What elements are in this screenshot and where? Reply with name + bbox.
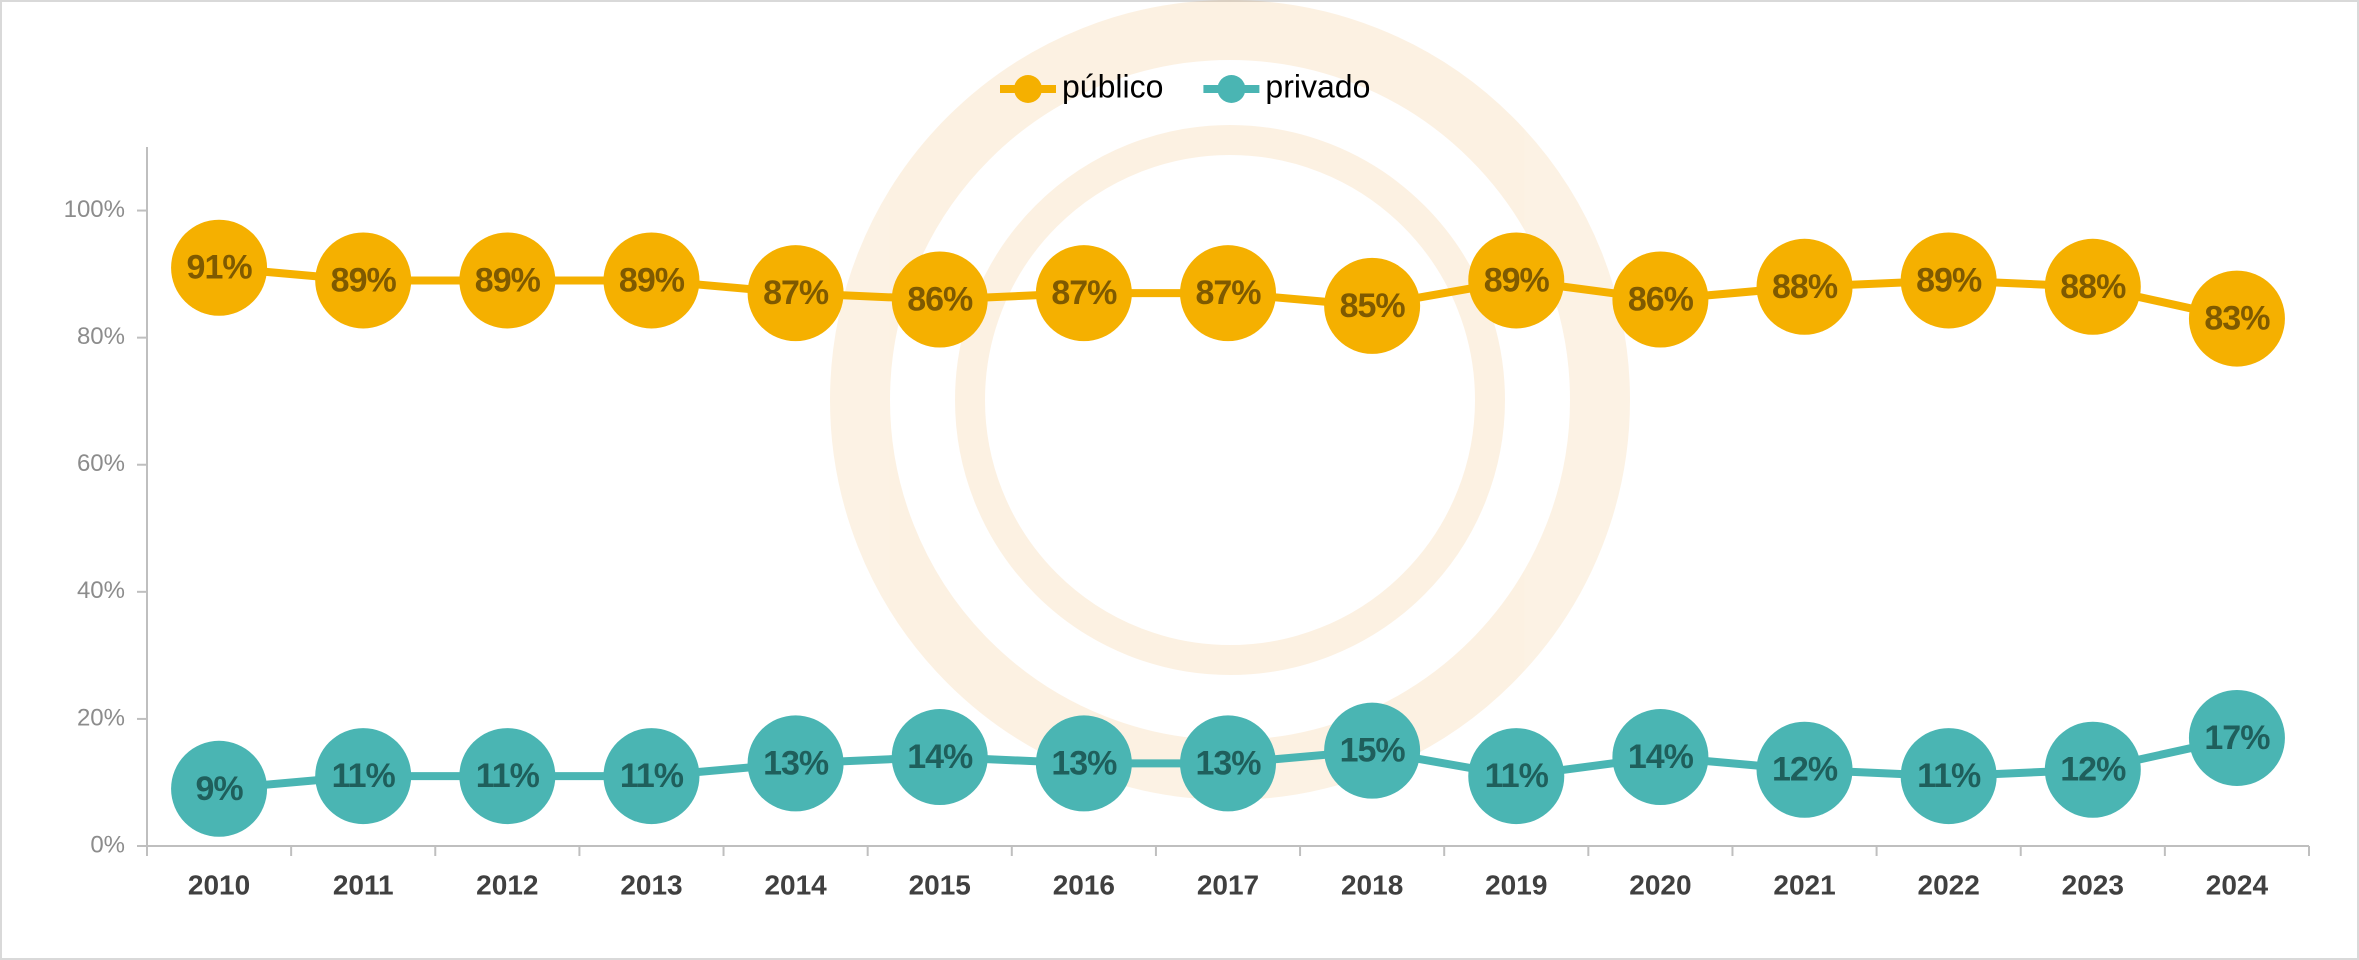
data-label: 86% [907,280,973,318]
legend-label: privado [1265,68,1370,104]
x-tick-label: 2010 [188,869,250,900]
data-label: 11% [332,757,396,795]
legend-marker [1014,75,1042,103]
point-marker [747,245,844,342]
watermark-ring [955,125,1505,675]
point-marker [1035,245,1132,342]
point-marker [315,232,412,329]
x-tick-label: 2011 [333,869,394,900]
x-tick-label: 2014 [764,869,827,900]
point-marker [2044,238,2141,335]
point-marker [747,715,844,812]
point-marker [891,709,988,806]
data-label: 15% [1340,732,1406,770]
data-label: 13% [1051,744,1117,782]
point-marker [2188,689,2285,786]
data-label: 13% [1195,744,1261,782]
point-marker [603,232,700,329]
data-label: 89% [619,261,685,299]
x-tick-label: 2020 [1629,869,1691,900]
x-tick-label: 2022 [1918,869,1980,900]
point-marker [1900,728,1997,825]
point-marker [1180,715,1276,812]
point-marker [1324,257,1421,354]
data-label: 9% [195,770,243,808]
data-label: 11% [620,757,684,795]
y-tick-label: 40% [77,577,125,604]
x-tick-label: 2018 [1341,869,1403,900]
point-marker [1035,715,1132,812]
point-marker [1756,238,1853,335]
y-tick-label: 100% [64,196,125,223]
x-tick-label: 2017 [1197,869,1259,900]
x-tick-label: 2021 [1773,869,1835,900]
point-marker [1900,232,1997,329]
x-tick-label: 2012 [476,869,538,900]
point-marker [1756,721,1853,818]
legend-marker [1217,75,1246,103]
point-marker [1180,245,1276,342]
point-marker [1468,728,1565,825]
point-marker [459,728,556,825]
x-tick-label: 2016 [1053,869,1115,900]
x-tick-label: 2013 [620,869,682,900]
data-label: 89% [331,261,397,299]
data-label: 13% [763,744,829,782]
x-tick-label: 2019 [1485,869,1547,900]
y-tick-label: 60% [77,450,125,477]
data-label: 88% [2060,268,2126,306]
data-label: 87% [763,274,829,312]
data-label: 89% [1916,261,1982,299]
point-marker [2188,270,2285,367]
x-tick-label: 2024 [2206,869,2269,900]
data-label: 14% [907,738,973,776]
point-marker [459,232,556,329]
data-label: 12% [1772,751,1838,789]
x-tick-label: 2023 [2062,869,2124,900]
data-label: 89% [475,261,541,299]
point-marker [891,251,988,348]
point-marker [603,728,700,825]
legend-label: público [1062,68,1163,104]
data-label: 11% [1917,757,1981,795]
y-tick-label: 0% [90,831,125,858]
point-marker [171,740,268,837]
point-marker [171,219,268,316]
point-marker [1612,251,1709,348]
data-label: 86% [1628,280,1694,318]
point-marker [2044,721,2141,818]
data-label: 88% [1772,268,1838,306]
y-tick-label: 80% [77,323,125,350]
data-label: 12% [2060,751,2126,789]
point-marker [315,728,412,825]
data-label: 14% [1628,738,1694,776]
point-marker [1468,232,1565,329]
data-label: 85% [1340,287,1406,325]
data-label: 91% [187,249,253,287]
point-marker [1324,702,1421,799]
data-label: 11% [1485,757,1549,795]
data-label: 83% [2204,300,2270,338]
data-label: 89% [1484,261,1550,299]
y-tick-label: 20% [77,704,125,731]
data-label: 11% [476,757,540,795]
x-tick-label: 2015 [909,869,971,900]
data-label: 17% [2204,719,2270,757]
data-label: 87% [1195,274,1261,312]
point-marker [1612,709,1709,806]
data-label: 87% [1051,274,1117,312]
